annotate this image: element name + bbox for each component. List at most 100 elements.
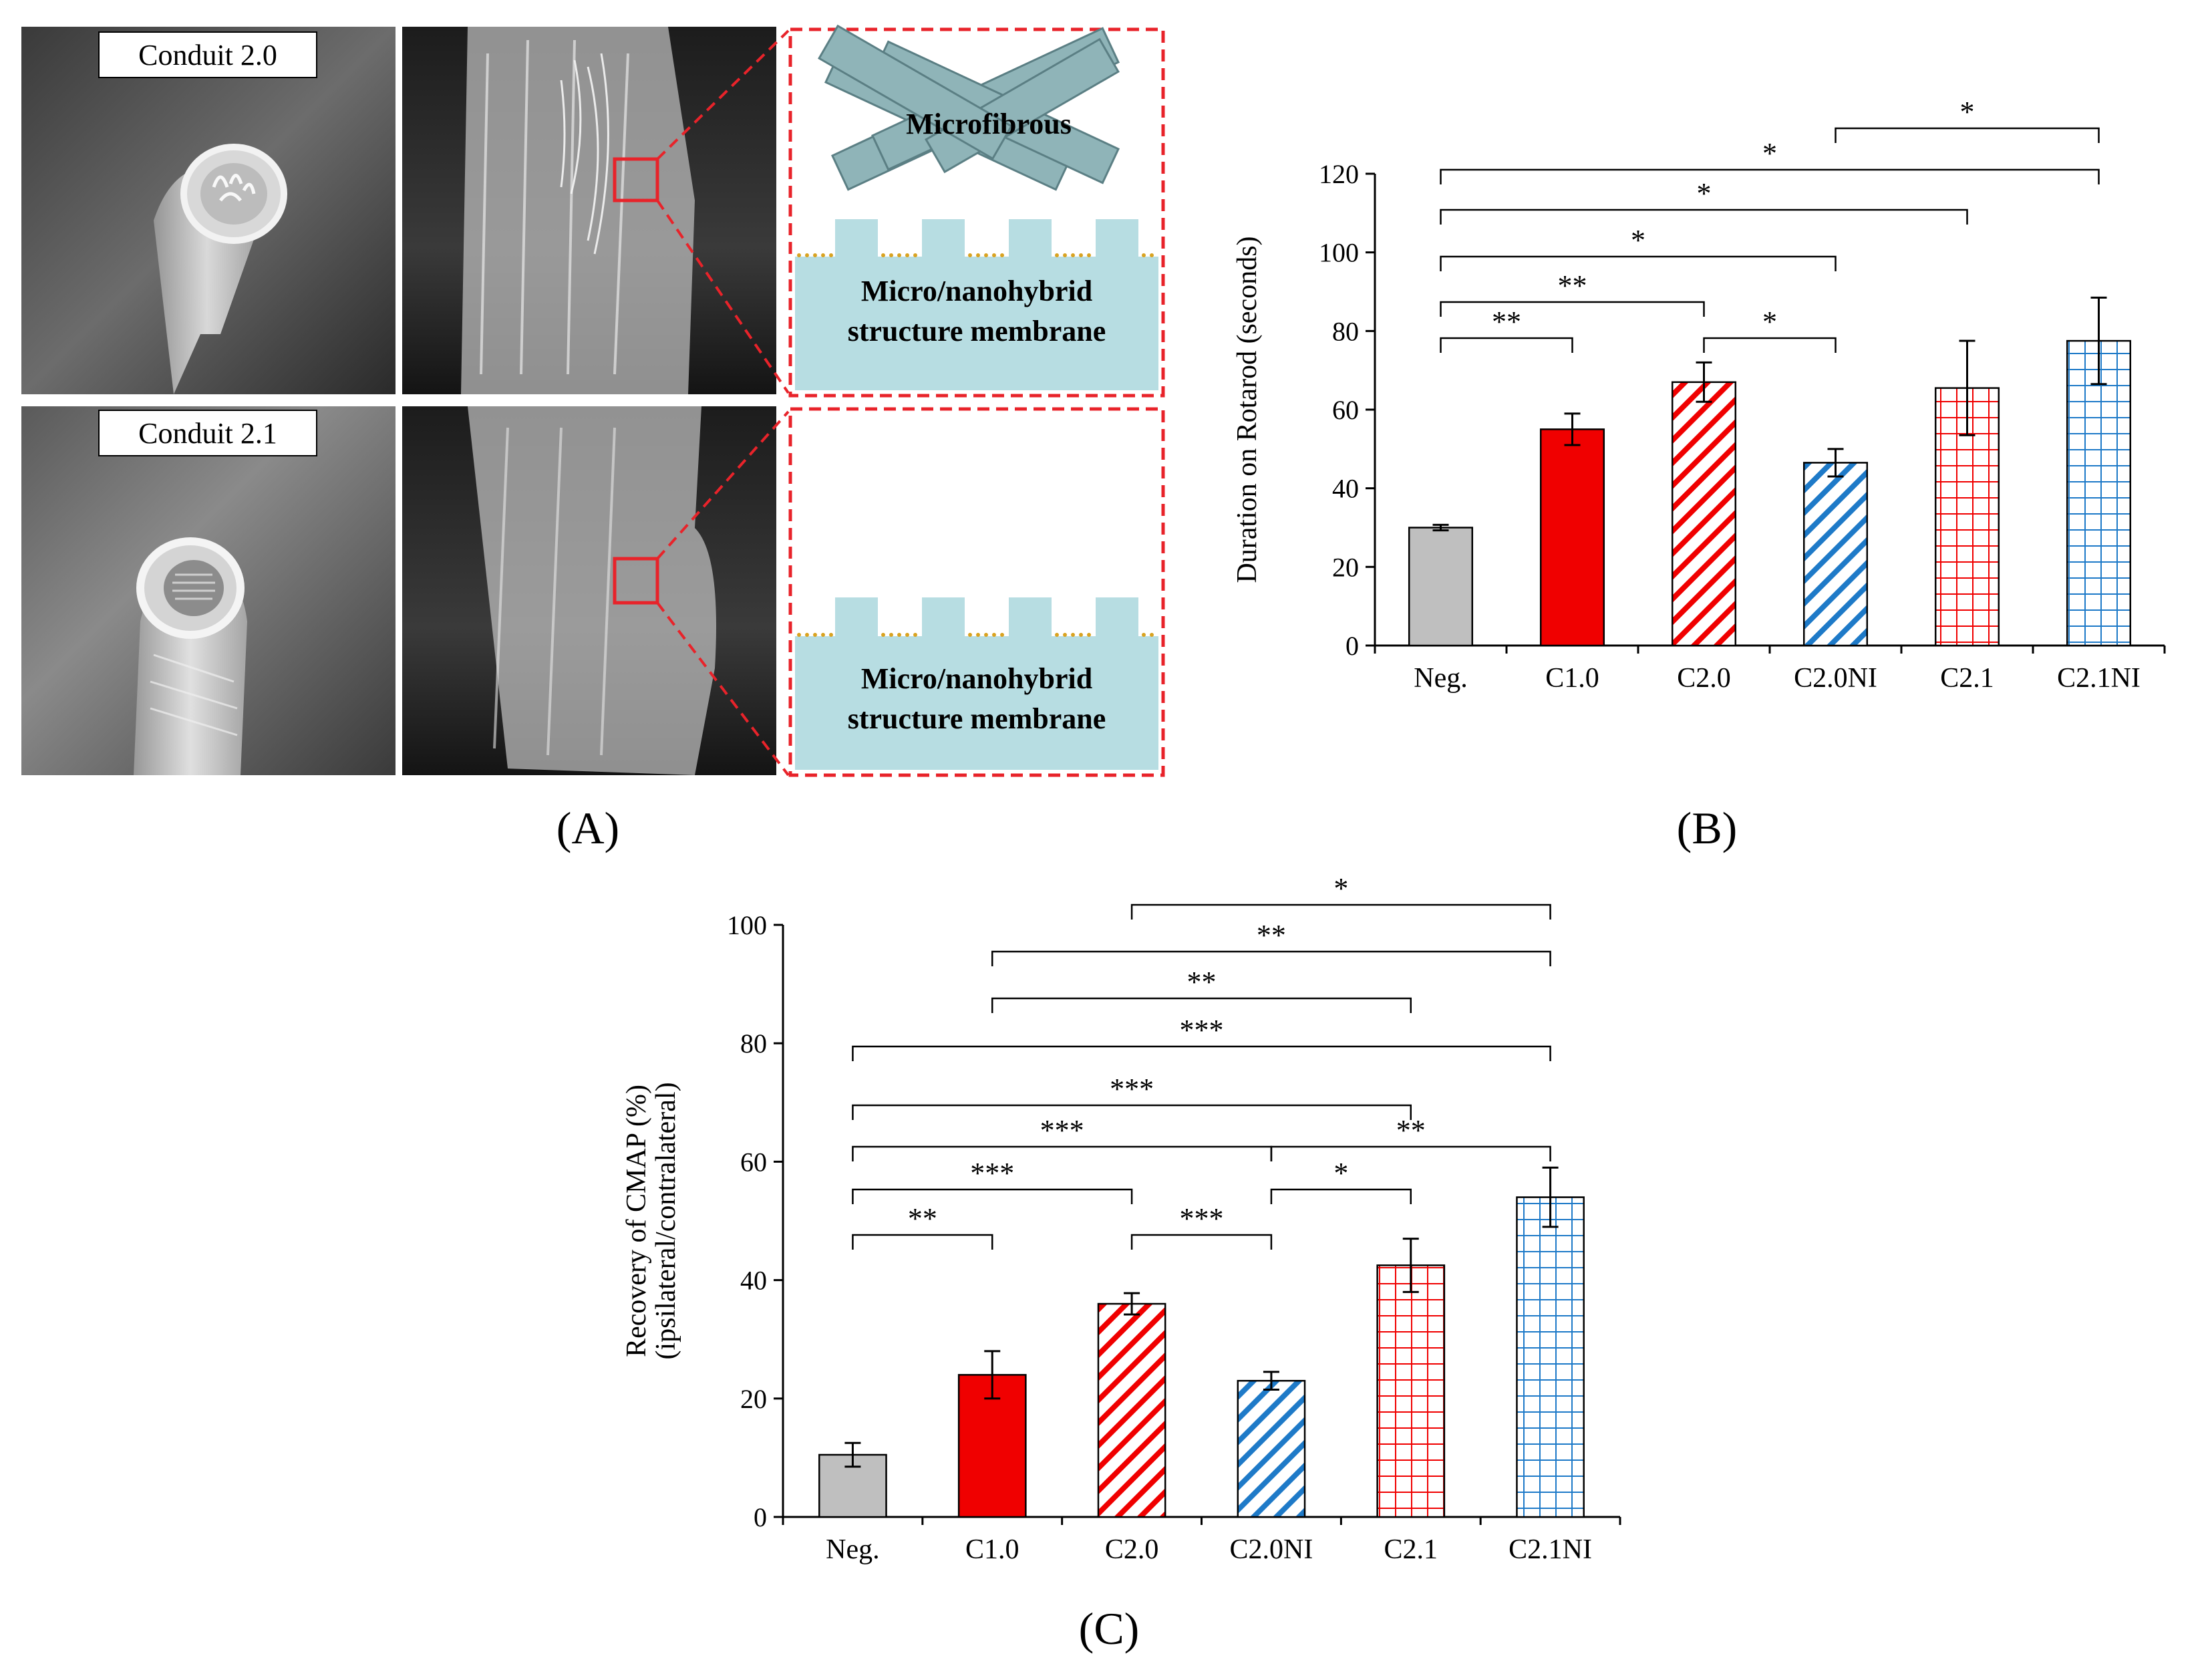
- bar-c2-0ni: [1802, 462, 1869, 647]
- chart-b: 0 20 40 60 80 100 120 Neg. C1.0 C2.0 C2.0NI C2.1 C2.…: [1232, 96, 2166, 694]
- y-tick-label: 80: [740, 1028, 767, 1059]
- error-bar: [1263, 1371, 1279, 1391]
- panel-label-a: (A): [557, 803, 619, 853]
- panel-a: Conduit 2.0 Conduit 2.1: [21, 24, 1165, 853]
- significance-bracket: **: [1440, 305, 1573, 353]
- x-category-label: C2.0NI: [1229, 1534, 1313, 1565]
- error-bar: [844, 1441, 861, 1468]
- significance-bracket: *: [1130, 872, 1551, 920]
- significance-label: ***: [1180, 1014, 1224, 1046]
- significance-bracket: *: [1835, 96, 2100, 143]
- error-bar: [1827, 448, 1844, 478]
- y-tick-label: 60: [740, 1147, 767, 1177]
- y-axis-label-line1: Recovery of CMAP (%): [621, 1085, 652, 1357]
- zoom-box-bottom: [613, 557, 659, 605]
- bar-c2-0ni: [1237, 1379, 1306, 1518]
- zoom-box-top: [613, 157, 659, 202]
- bar-neg: [1408, 527, 1474, 647]
- microfibrous-label: Microfibrous: [906, 108, 1072, 140]
- x-category-label: C2.1NI: [1509, 1534, 1592, 1565]
- photo-conduit-2-0-side: [402, 27, 776, 394]
- y-tick-label: 80: [1332, 316, 1359, 346]
- photo-label-conduit-2-0: Conduit 2.0: [138, 39, 277, 72]
- significance-label: *: [1333, 872, 1348, 905]
- membrane-label-bottom-line1: Micro/nanohybrid: [861, 662, 1092, 695]
- membrane-label-bottom-line2: structure membrane: [848, 702, 1106, 735]
- significance-label: *: [1960, 96, 1975, 128]
- y-tick-label: 40: [1332, 474, 1359, 504]
- x-category-label: C2.0NI: [1794, 663, 1877, 694]
- panel-label-c: (C): [1079, 1603, 1140, 1654]
- error-bar: [1542, 1166, 1559, 1228]
- significance-label: **: [908, 1202, 937, 1235]
- y-tick-label: 100: [727, 910, 767, 940]
- x-category-label: C1.0: [1545, 663, 1599, 694]
- significance-bracket: **: [991, 919, 1551, 966]
- nanostructure-dots-bottom: [797, 633, 1154, 637]
- schematic-top: Microfibrous Micro/nanohybrid structure …: [788, 24, 1165, 398]
- error-bar: [1402, 1238, 1419, 1293]
- significance-label: *: [1762, 137, 1777, 170]
- photo-conduit-2-0-end: [21, 27, 396, 394]
- x-category-label: C2.0: [1677, 663, 1731, 694]
- error-bar: [1564, 412, 1581, 446]
- bar-c2-1ni: [2066, 339, 2132, 647]
- significance-bracket: *: [1440, 177, 1968, 225]
- significance-bracket: ***: [1130, 1202, 1273, 1250]
- photo-label-box-1: Conduit 2.0: [98, 31, 317, 78]
- y-axis-label: Duration on Rotarod (seconds): [1232, 236, 1263, 583]
- photo-label-box-2: Conduit 2.1: [98, 410, 317, 456]
- bar-c2-0: [1671, 381, 1737, 647]
- significance-bracket: *: [1440, 224, 1837, 271]
- significance-label: **: [1187, 966, 1217, 998]
- error-bar: [1432, 523, 1449, 532]
- photo-conduit-2-1-side: [402, 406, 776, 775]
- zoom-leader-lines: [656, 29, 790, 777]
- nanostructure-dots: [797, 253, 1154, 257]
- significance-bracket: *: [1703, 305, 1837, 353]
- significance-label: ***: [1180, 1202, 1224, 1235]
- significance-bracket: ***: [852, 1073, 1412, 1120]
- error-bar: [984, 1350, 1001, 1400]
- bar-c2-0: [1097, 1302, 1166, 1518]
- error-bar: [2090, 296, 2107, 386]
- x-category-label: C2.0: [1105, 1534, 1159, 1565]
- y-tick-label: 20: [1332, 552, 1359, 582]
- significance-label: *: [1697, 177, 1712, 210]
- y-tick-label: 60: [1332, 395, 1359, 425]
- x-category-label: Neg.: [826, 1534, 879, 1565]
- significance-label: **: [1257, 919, 1286, 952]
- membrane-label-top-line2: structure membrane: [848, 315, 1106, 347]
- y-tick-label: 0: [754, 1502, 767, 1532]
- photo-conduit-2-1-end: [21, 406, 396, 775]
- y-tick-label: 40: [740, 1266, 767, 1296]
- y-tick-label: 20: [740, 1384, 767, 1414]
- microfibers: [818, 24, 1120, 191]
- y-tick-label: 120: [1319, 159, 1359, 189]
- significance-label: **: [1558, 269, 1587, 302]
- significance-label: *: [1762, 305, 1777, 338]
- significance-bracket: *: [1440, 137, 2100, 184]
- membrane-top: [795, 219, 1158, 390]
- bar-c2-1: [1376, 1264, 1446, 1518]
- membrane-label-top-line1: Micro/nanohybrid: [861, 275, 1092, 307]
- significance-bracket: ***: [852, 1157, 1133, 1204]
- photo-label-conduit-2-1: Conduit 2.1: [138, 417, 277, 450]
- y-axis-label-line2: (ipsilateral/contralateral): [651, 1082, 681, 1359]
- x-category-label: C2.1: [1940, 663, 1994, 694]
- error-bar: [1959, 339, 1976, 436]
- significance-label: ***: [970, 1157, 1014, 1189]
- significance-label: *: [1333, 1157, 1348, 1189]
- significance-label: **: [1492, 305, 1521, 338]
- error-bar: [1124, 1292, 1140, 1316]
- chart-c: 0 20 40 60 80 100 Neg. C1.0 C2.0 C2.0NI C2.1 C2.1NI…: [621, 872, 1621, 1565]
- error-bar: [1696, 361, 1712, 403]
- significance-bracket: **: [991, 966, 1412, 1013]
- significance-bracket: *: [1270, 1157, 1412, 1204]
- panel-label-b: (B): [1677, 803, 1738, 853]
- significance-bracket: **: [1440, 269, 1705, 317]
- significance-label: *: [1631, 224, 1645, 257]
- y-tick-label: 100: [1319, 238, 1359, 268]
- x-category-label: C2.1NI: [2057, 663, 2141, 694]
